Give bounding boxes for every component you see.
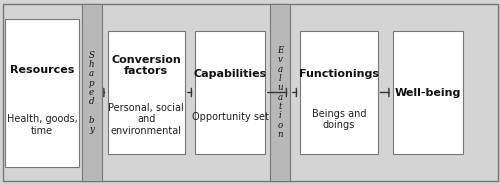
Text: Beings and
doings: Beings and doings xyxy=(312,109,366,130)
Text: Resources: Resources xyxy=(10,65,74,75)
Text: Well-being: Well-being xyxy=(394,88,460,97)
FancyBboxPatch shape xyxy=(392,31,462,154)
Text: Functionings: Functionings xyxy=(299,69,379,79)
Text: Health, goods,
time: Health, goods, time xyxy=(6,114,78,136)
Text: Conversion
factors: Conversion factors xyxy=(112,55,181,76)
Text: Opportunity set: Opportunity set xyxy=(192,112,268,122)
FancyBboxPatch shape xyxy=(82,4,102,181)
FancyBboxPatch shape xyxy=(270,4,290,181)
FancyBboxPatch shape xyxy=(195,31,265,154)
FancyBboxPatch shape xyxy=(300,31,378,154)
FancyBboxPatch shape xyxy=(108,31,185,154)
Text: Capabilities: Capabilities xyxy=(194,69,266,79)
Text: S
h
a
p
e
d
 
b
y: S h a p e d b y xyxy=(88,51,94,134)
Text: Personal, social
and
environmental: Personal, social and environmental xyxy=(108,103,184,136)
Text: E
v
a
l
u
a
t
i
o
n: E v a l u a t i o n xyxy=(277,46,283,139)
FancyBboxPatch shape xyxy=(5,18,79,166)
